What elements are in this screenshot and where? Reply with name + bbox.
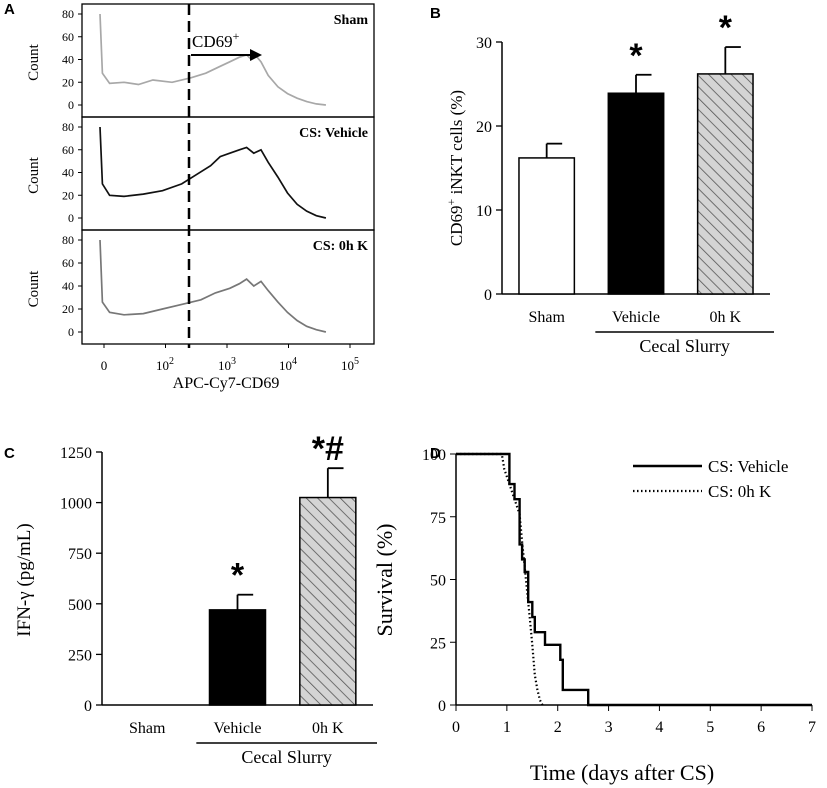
histogram-trace bbox=[99, 126, 327, 219]
y-tick-label: 0 bbox=[438, 698, 446, 715]
significance-marker: * bbox=[231, 557, 245, 595]
y-tick-label: 25 bbox=[430, 635, 446, 652]
y-tick-label: 100 bbox=[422, 447, 446, 464]
group-label: Cecal Slurry bbox=[639, 336, 729, 356]
y-tick-label: 1000 bbox=[60, 496, 92, 513]
panel-c: C IFN-γ (pg/mL) 0 250 500 750 1000 1250 Sham Ve… bbox=[4, 430, 377, 767]
panel-d: D Survival (%) Time (days after CS) 0255… bbox=[372, 445, 816, 785]
legend-label: CS: 0h K bbox=[708, 482, 772, 501]
histogram-frame bbox=[81, 229, 375, 345]
y-tick-label: 0 bbox=[68, 98, 74, 112]
x-tick-label: 2 bbox=[554, 719, 562, 736]
y-tick-label: 80 bbox=[62, 233, 74, 247]
bar bbox=[208, 609, 267, 706]
x-tick-label: 1 bbox=[503, 719, 511, 736]
histogram-label: CS: Vehicle bbox=[299, 126, 368, 141]
y-tick-label: 0 bbox=[484, 287, 492, 304]
group-label: Cecal Slurry bbox=[241, 747, 331, 767]
x-tick-label: 4 bbox=[655, 719, 663, 736]
y-tick-label: 40 bbox=[62, 53, 74, 67]
bar bbox=[696, 73, 754, 295]
bar bbox=[518, 157, 576, 295]
y-tick-label: 0 bbox=[84, 698, 92, 715]
x-tick-label: 6 bbox=[757, 719, 765, 736]
y-tick-label: 20 bbox=[62, 188, 74, 202]
histogram-frame bbox=[81, 3, 375, 118]
panel-d-letter: D bbox=[430, 445, 441, 462]
count-ylabel: Count bbox=[26, 270, 42, 308]
y-tick-label: 40 bbox=[62, 279, 74, 293]
cd69-gate-label: CD69+ bbox=[192, 29, 240, 51]
category-label: Sham bbox=[129, 720, 166, 737]
y-tick-label: 40 bbox=[62, 166, 74, 180]
significance-marker: * bbox=[629, 37, 643, 75]
x-tick-label: 105 bbox=[341, 356, 359, 373]
x-tick-label: 103 bbox=[218, 356, 236, 373]
panel-d-xlabel: Time (days after CS) bbox=[530, 760, 714, 785]
survival-curve bbox=[456, 452, 544, 706]
panel-b: B CD69+ iNKT cells (%) 0 10 20 30 Sham Vehicl… bbox=[430, 5, 774, 356]
y-tick-label: 80 bbox=[62, 120, 74, 134]
count-ylabel: Count bbox=[26, 43, 42, 81]
panel-a-traces bbox=[99, 13, 327, 333]
panel-c-chart: 0 250 500 750 1000 1250 Sham Vehicle * 0h K *# Ceca… bbox=[60, 430, 377, 767]
x-tick-label: 0 bbox=[452, 719, 460, 736]
y-tick-label: 60 bbox=[62, 143, 74, 157]
y-tick-label: 50 bbox=[430, 573, 446, 590]
category-label: 0h K bbox=[710, 309, 742, 326]
y-tick-label: 20 bbox=[62, 302, 74, 316]
histogram-trace bbox=[99, 239, 327, 333]
panel-d-legend: CS: Vehicle CS: 0h K bbox=[633, 457, 788, 501]
x-tick-label: 104 bbox=[279, 356, 297, 373]
histogram-trace bbox=[99, 13, 326, 106]
x-tick-label: 5 bbox=[706, 719, 714, 736]
y-tick-label: 20 bbox=[476, 119, 492, 136]
y-tick-label: 10 bbox=[476, 203, 492, 220]
y-tick-label: 30 bbox=[476, 35, 492, 52]
panel-a: A 80 60 40 20 0 Count Sham 80 60 40 20 0 Count CS: Ve… bbox=[4, 1, 375, 392]
y-tick-label: 500 bbox=[68, 597, 92, 614]
significance-marker: *# bbox=[312, 430, 344, 468]
x-tick-label: 3 bbox=[605, 719, 613, 736]
histogram-label: CS: 0h K bbox=[313, 239, 368, 254]
panel-c-ylabel: IFN-γ (pg/mL) bbox=[14, 523, 35, 636]
x-tick-label: 7 bbox=[808, 719, 816, 736]
panel-b-ylabel: CD69+ iNKT cells (%) bbox=[444, 90, 466, 246]
y-tick-label: 0 bbox=[68, 325, 74, 339]
category-label: Sham bbox=[528, 309, 565, 326]
y-tick-label: 80 bbox=[62, 7, 74, 21]
category-label: Vehicle bbox=[214, 720, 262, 737]
panel-d-ylabel: Survival (%) bbox=[372, 523, 397, 636]
y-tick-label: 1250 bbox=[60, 445, 92, 462]
category-label: 0h K bbox=[312, 720, 344, 737]
y-tick-label: 20 bbox=[62, 75, 74, 89]
y-tick-label: 60 bbox=[62, 256, 74, 270]
panel-a-letter: A bbox=[4, 1, 15, 18]
panel-b-letter: B bbox=[430, 5, 441, 22]
y-tick-label: 0 bbox=[68, 211, 74, 225]
legend-label: CS: Vehicle bbox=[708, 457, 788, 476]
panel-c-letter: C bbox=[4, 445, 15, 462]
histogram-label: Sham bbox=[334, 13, 369, 28]
panel-d-chart: 0 25 50 75 100 0 1 2 3 4 5 6 7 bbox=[422, 447, 816, 736]
category-label: Vehicle bbox=[612, 309, 660, 326]
panel-b-chart: 0 10 20 30 Sham Vehicle * 0h K * Cecal Slurry bbox=[476, 9, 774, 356]
panel-a-xlabel: APC-Cy7-CD69 bbox=[173, 375, 280, 392]
y-tick-label: 250 bbox=[68, 647, 92, 664]
x-tick-label: 102 bbox=[156, 356, 174, 373]
y-tick-label: 750 bbox=[68, 546, 92, 563]
y-tick-label: 60 bbox=[62, 30, 74, 44]
x-tick-label: 0 bbox=[101, 358, 108, 373]
y-tick-label: 75 bbox=[430, 510, 446, 527]
count-ylabel: Count bbox=[26, 156, 42, 194]
significance-marker: * bbox=[719, 9, 733, 47]
bar bbox=[299, 496, 357, 706]
panel-a-axes: 80 60 40 20 0 Count Sham 80 60 40 20 0 Count CS: Vehi… bbox=[26, 3, 375, 373]
bar bbox=[607, 92, 665, 295]
cd69-arrowhead bbox=[250, 49, 262, 61]
